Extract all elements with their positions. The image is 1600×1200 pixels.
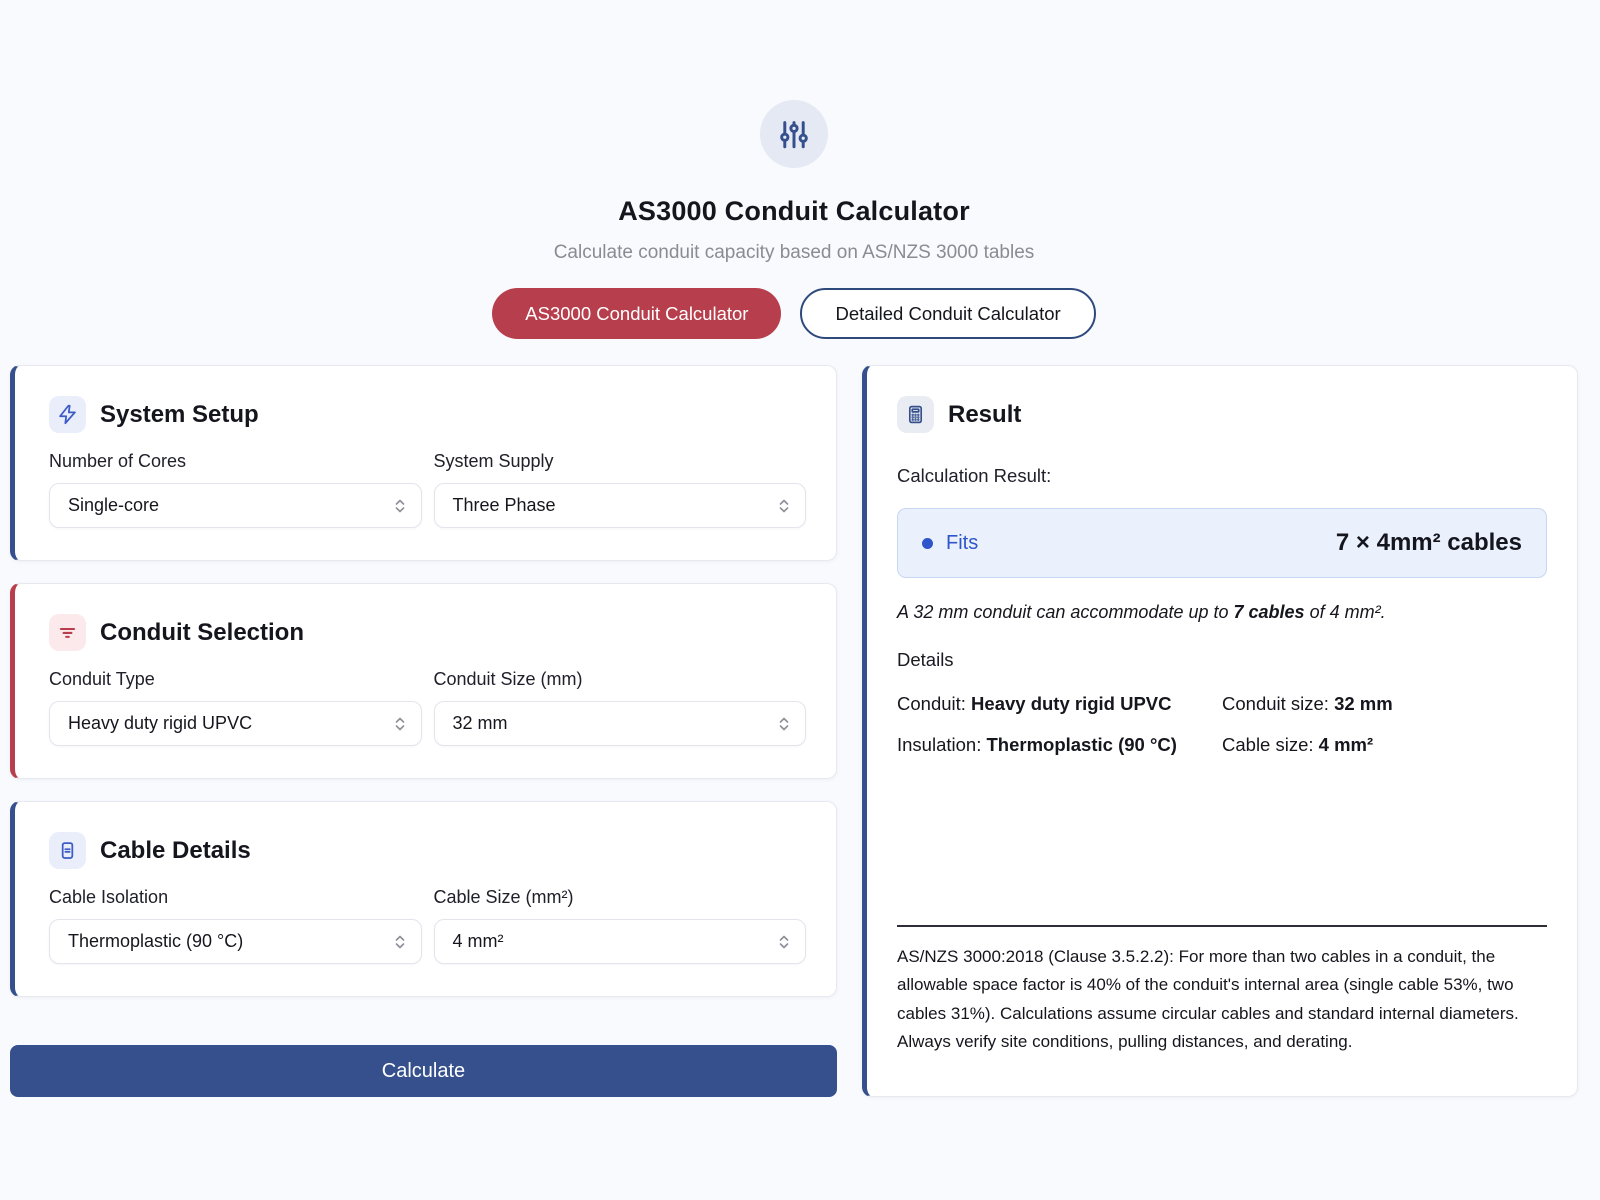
field-label: Cable Size (mm²) [433, 887, 574, 907]
calculator-tabs: AS3000 Conduit Calculator Detailed Condu… [10, 288, 1578, 339]
select-value: Single-core [68, 495, 160, 515]
conduit-type-select[interactable]: Heavy duty rigid UPVC [49, 701, 422, 746]
cable-size-field: Cable Size (mm²) 4 mm² [433, 887, 806, 964]
field-label: Number of Cores [49, 451, 187, 471]
cable-isolation-field: Cable Isolation Thermoplastic (90 °C) [49, 887, 422, 964]
system-supply-field: System Supply Three Phase [433, 451, 806, 528]
system-supply-select[interactable]: Three Phase [433, 483, 806, 528]
cable-details-header: Cable Details [49, 832, 806, 869]
disclaimer-text: AS/NZS 3000:2018 (Clause 3.5.2.2): For m… [897, 947, 1519, 1051]
tab-detailed-conduit-calculator[interactable]: Detailed Conduit Calculator [800, 288, 1096, 339]
card-title: System Setup [100, 400, 259, 428]
result-status-box: Fits 7 × 4mm² cables [897, 508, 1547, 578]
select-value: 4 mm² [452, 931, 504, 951]
filter-lines-icon [49, 614, 86, 651]
detail-conduit-size: Conduit size: 32 mm [1222, 693, 1393, 714]
chevron-updown-icon [395, 717, 404, 730]
card-title: Cable Details [100, 836, 251, 864]
detail-conduit: Conduit: Heavy duty rigid UPVC [897, 693, 1172, 714]
cable-size-select[interactable]: 4 mm² [433, 919, 806, 964]
result-header: Result [897, 396, 1547, 433]
field-label: Conduit Type [49, 669, 155, 689]
tab-as3000-conduit-calculator[interactable]: AS3000 Conduit Calculator [492, 288, 782, 339]
calculator-icon [897, 396, 934, 433]
conduit-selection-card: Conduit Selection Conduit Type Heavy dut… [10, 583, 837, 779]
chevron-updown-icon [395, 935, 404, 948]
conduit-size-select[interactable]: 32 mm [433, 701, 806, 746]
sliders-icon [760, 100, 828, 168]
field-label: Cable Isolation [49, 887, 169, 907]
field-label: System Supply [433, 451, 554, 471]
result-summary: 7 × 4mm² cables [1335, 529, 1522, 556]
chevron-updown-icon [779, 499, 789, 512]
select-value: Three Phase [452, 495, 556, 515]
system-setup-header: System Setup [49, 396, 806, 433]
card-title: Conduit Selection [100, 618, 304, 646]
page-subtitle: Calculate conduit capacity based on AS/N… [553, 242, 1035, 263]
detail-cable-size: Cable size: 4 mm² [1222, 734, 1374, 755]
conduit-selection-fields: Conduit Type Heavy duty rigid UPVC Condu… [49, 669, 806, 746]
chevron-updown-icon [779, 717, 789, 730]
cable-details-fields: Cable Isolation Thermoplastic (90 °C) Ca… [49, 887, 806, 964]
number-of-cores-select[interactable]: Single-core [49, 483, 422, 528]
result-card: Result Calculation Result: Fits 7 × 4mm²… [862, 365, 1578, 1097]
details-title: Details [897, 649, 954, 670]
calculation-result-label: Calculation Result: [897, 465, 1052, 486]
select-value: Heavy duty rigid UPVC [68, 713, 253, 733]
cable-isolation-select[interactable]: Thermoplastic (90 °C) [49, 919, 422, 964]
chevron-updown-icon [395, 499, 404, 512]
details-grid: Conduit: Heavy duty rigid UPVC Conduit s… [897, 693, 1547, 756]
zap-icon [49, 396, 86, 433]
status-text: Fits [946, 531, 979, 554]
input-column: System Setup Number of Cores Single-core… [10, 365, 837, 1097]
divider [897, 925, 1547, 928]
conduit-type-field: Conduit Type Heavy duty rigid UPVC [49, 669, 422, 746]
select-value: 32 mm [452, 713, 508, 733]
field-label: Conduit Size (mm) [433, 669, 583, 689]
select-value: Thermoplastic (90 °C) [68, 931, 244, 951]
system-setup-card: System Setup Number of Cores Single-core… [10, 365, 837, 561]
conduit-size-field: Conduit Size (mm) 32 mm [433, 669, 806, 746]
conduit-selection-header: Conduit Selection [49, 614, 806, 651]
system-setup-fields: Number of Cores Single-core System Suppl… [49, 451, 806, 528]
result-footnote: AS/NZS 3000:2018 (Clause 3.5.2.2): For m… [897, 925, 1547, 1056]
chevron-updown-icon [779, 935, 789, 948]
cable-details-card: Cable Details Cable Isolation Thermoplas… [10, 801, 837, 997]
cable-spec-icon [49, 832, 86, 869]
main-content: System Setup Number of Cores Single-core… [10, 365, 1578, 1097]
card-title: Result [948, 400, 1022, 428]
calculate-button[interactable]: Calculate [10, 1045, 837, 1097]
page-title: AS3000 Conduit Calculator [618, 196, 970, 226]
status-dot-icon [922, 537, 933, 549]
detail-insulation: Insulation: Thermoplastic (90 °C) [897, 734, 1177, 755]
result-status: Fits [922, 532, 978, 555]
number-of-cores-field: Number of Cores Single-core [49, 451, 422, 528]
header: AS3000 Conduit Calculator Calculate cond… [10, 100, 1578, 339]
result-explanation: A 32 mm conduit can accommodate up to 7 … [897, 602, 1386, 622]
